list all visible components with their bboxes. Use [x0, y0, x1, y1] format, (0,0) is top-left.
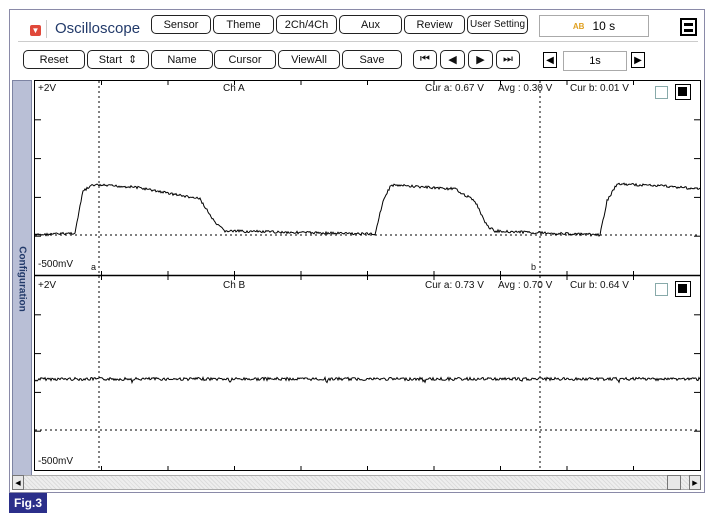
- scroll-thumb[interactable]: [667, 475, 681, 490]
- cha-color-button[interactable]: [675, 84, 691, 100]
- next-icon: ▶: [476, 54, 485, 66]
- cha-name: Ch A: [223, 83, 245, 94]
- reset-button[interactable]: Reset: [23, 50, 85, 69]
- chb-cur-b: Cur b: 0.64 V: [570, 280, 629, 291]
- horizontal-scrollbar[interactable]: [12, 475, 701, 490]
- configuration-tab[interactable]: Configuration: [12, 80, 32, 478]
- name-button[interactable]: Name: [151, 50, 213, 69]
- last-button[interactable]: ⏭: [496, 50, 520, 69]
- configuration-label: Configuration: [16, 246, 28, 312]
- cha-bottom-scale: -500mV: [38, 259, 74, 270]
- chb-top-scale: +2V: [38, 280, 57, 291]
- aux-button[interactable]: Aux: [339, 15, 402, 34]
- time-window-value: 10 s: [592, 19, 616, 33]
- cha-cur-b: Cur b: 0.01 V: [570, 83, 629, 94]
- chb-name: Ch B: [223, 280, 246, 291]
- oscilloscope-window: [9, 9, 705, 493]
- layout-menu-icon[interactable]: [680, 18, 697, 36]
- save-button[interactable]: Save: [342, 50, 402, 69]
- cha-top-scale: +2V: [38, 83, 57, 94]
- chb-color-button[interactable]: [675, 281, 691, 297]
- channels-button[interactable]: 2Ch/4Ch: [276, 15, 337, 34]
- chb-avg: Avg : 0.70 V: [498, 280, 553, 291]
- step-increase-button[interactable]: ▶: [631, 52, 645, 68]
- cursor-b-label: b: [531, 262, 537, 272]
- step-field[interactable]: 1s: [563, 51, 627, 71]
- cursor-button[interactable]: Cursor: [214, 50, 276, 69]
- step-decrease-button[interactable]: ◀: [543, 52, 557, 68]
- chb-trace: [35, 376, 700, 385]
- prev-button[interactable]: ◀: [440, 50, 465, 69]
- cha-avg: Avg : 0.30 V: [498, 83, 553, 94]
- user-setting-button[interactable]: User Setting: [467, 15, 528, 34]
- next-button[interactable]: ▶: [468, 50, 493, 69]
- start-select[interactable]: Start ⇕: [87, 50, 149, 69]
- stepper-icon: ⇕: [128, 54, 138, 66]
- dropdown-icon[interactable]: ▼: [30, 25, 41, 36]
- plot-area: +2V Ch A Cur a: 0.67 V Avg : 0.30 V Cur …: [34, 80, 701, 471]
- scope-traces: [35, 81, 700, 470]
- last-icon: ⏭: [503, 53, 513, 65]
- cursor-a-label: a: [91, 262, 97, 272]
- time-window-field[interactable]: AB 10 s: [539, 15, 649, 37]
- first-button[interactable]: ⏮: [413, 50, 437, 69]
- cha-trace: [35, 182, 700, 237]
- cha-cur-a: Cur a: 0.67 V: [425, 83, 484, 94]
- cha-checkbox[interactable]: [655, 86, 668, 99]
- sensor-button[interactable]: Sensor: [151, 15, 211, 34]
- divider: [46, 20, 47, 38]
- prev-icon: ◀: [448, 54, 457, 66]
- divider: [18, 41, 698, 42]
- figure-label: Fig.3: [9, 493, 47, 513]
- chb-bottom-scale: -500mV: [38, 456, 74, 467]
- chb-checkbox[interactable]: [655, 283, 668, 296]
- scroll-left-button[interactable]: ◀: [12, 475, 24, 490]
- first-icon: ⏮: [420, 53, 430, 65]
- theme-button[interactable]: Theme: [213, 15, 274, 34]
- chb-cur-a: Cur a: 0.73 V: [425, 280, 484, 291]
- review-button[interactable]: Review: [404, 15, 465, 34]
- ab-span-icon: AB: [572, 21, 585, 31]
- scroll-right-button[interactable]: ▶: [689, 475, 701, 490]
- viewall-button[interactable]: ViewAll: [278, 50, 340, 69]
- app-title: Oscilloscope: [55, 20, 141, 37]
- start-label: Start: [98, 53, 122, 66]
